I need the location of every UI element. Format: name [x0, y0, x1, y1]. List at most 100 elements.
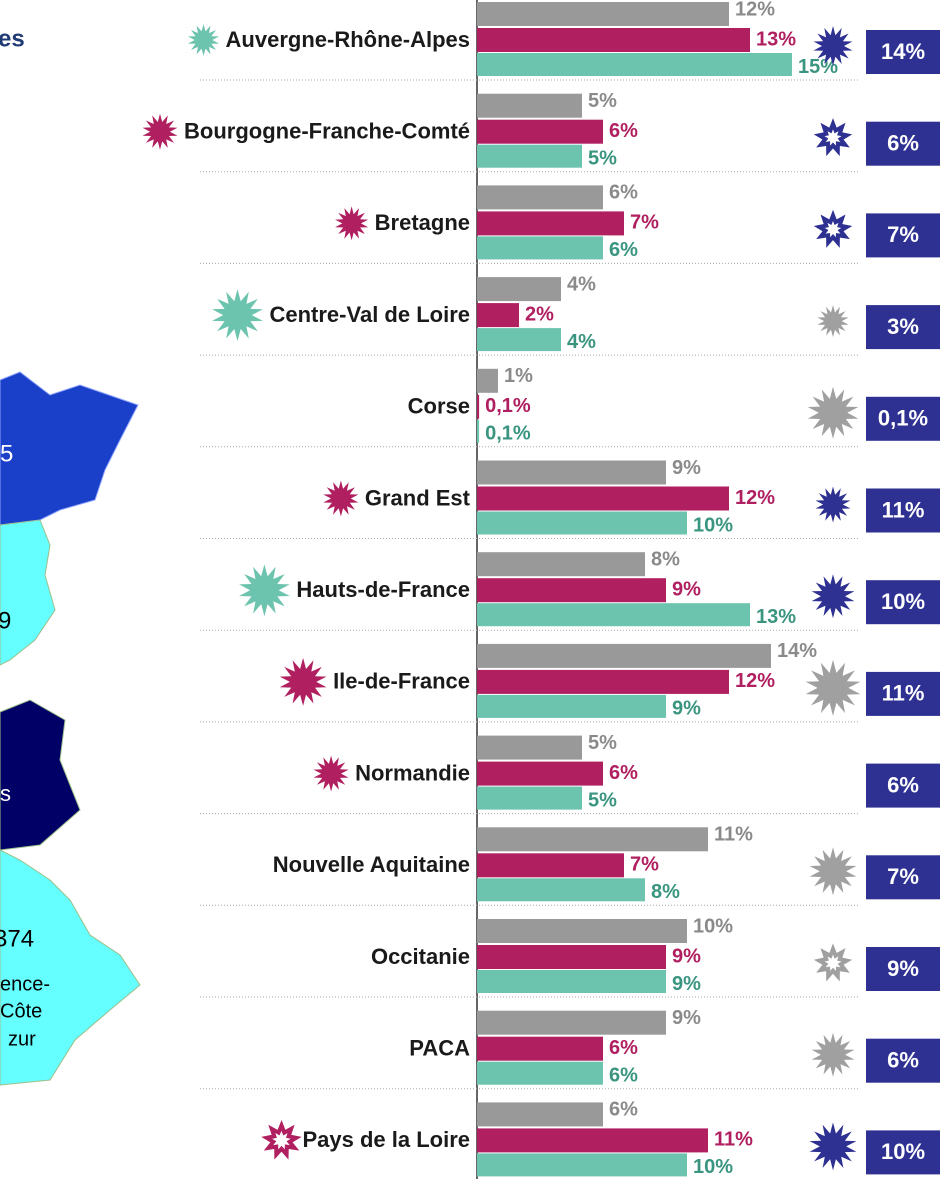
total-label: 11%: [882, 681, 925, 706]
bar: [477, 735, 582, 760]
map-region: [0, 699, 81, 851]
map-label: zur: [8, 1028, 36, 1050]
bar: [477, 827, 708, 852]
category-label: Bourgogne-Franche-Comté: [184, 119, 470, 144]
total-label: 3%: [887, 314, 919, 339]
category-label: Grand Est: [365, 485, 471, 510]
value-label: 15%: [798, 56, 838, 78]
map-label: s: [0, 781, 11, 806]
value-label: 0,1%: [485, 423, 531, 445]
star-icon: [239, 564, 290, 617]
star-icon: [813, 209, 853, 248]
bar: [477, 878, 645, 902]
category-label: Pays de la Loire: [302, 1127, 470, 1152]
bar: [477, 211, 624, 236]
value-label: 9%: [672, 457, 701, 479]
star-icon: [323, 480, 359, 517]
bar: [477, 93, 582, 118]
bar: [477, 368, 498, 393]
bar: [477, 552, 645, 577]
map-label: Côte: [0, 1000, 42, 1022]
value-label: 8%: [651, 548, 680, 570]
total-box: [866, 580, 940, 625]
star-icon: [809, 1122, 857, 1171]
value-label: 6%: [609, 762, 638, 784]
bar: [477, 303, 519, 328]
total-label: 9%: [887, 956, 919, 981]
total-label: 14%: [881, 39, 925, 64]
total-box: [866, 121, 940, 166]
total-box: [866, 396, 940, 441]
total-label: 6%: [887, 1048, 919, 1073]
value-label: 11%: [714, 824, 753, 846]
value-label: 8%: [651, 881, 680, 903]
bar: [477, 1153, 687, 1177]
total-label: 0,1%: [878, 406, 928, 431]
value-label: 13%: [756, 28, 796, 50]
map-region: [0, 849, 141, 1086]
category-label: Ile-de-France: [333, 669, 470, 694]
bar: [477, 1128, 708, 1153]
map-label: 9: [0, 607, 11, 634]
map-label: 5: [0, 440, 13, 467]
value-label: 10%: [693, 915, 733, 937]
total-label: 6%: [887, 772, 919, 797]
value-label: 12%: [735, 670, 775, 692]
bar: [477, 53, 792, 76]
bar: [477, 970, 666, 993]
star-icon: [279, 657, 327, 706]
star-icon: [335, 206, 369, 241]
total-box: [866, 1130, 940, 1175]
value-label: 10%: [693, 1156, 733, 1178]
value-label: 10%: [693, 514, 733, 536]
bar: [477, 578, 666, 603]
category-label: Nouvelle Aquitaine: [273, 852, 470, 877]
map: 5 9 s 374 ence- Côte zur: [0, 371, 141, 1086]
bar: [477, 460, 666, 485]
bar: [477, 786, 582, 810]
star-icon: [805, 659, 861, 716]
total-label: 7%: [887, 864, 919, 889]
category-label: PACA: [409, 1036, 470, 1061]
bar: [477, 236, 603, 260]
star-icon: [813, 943, 853, 982]
value-label: 12%: [735, 0, 775, 20]
star-icon: [815, 486, 851, 523]
bar: [477, 486, 729, 511]
heading: es: [0, 25, 25, 52]
bar: [477, 1061, 603, 1085]
bar: [477, 761, 603, 786]
bar: [477, 328, 561, 352]
value-label: 11%: [714, 1129, 753, 1151]
star-icon: [807, 386, 859, 439]
bar: [477, 643, 771, 668]
star-icon: [212, 289, 263, 342]
total-box: [866, 488, 940, 533]
value-label: 6%: [609, 182, 638, 204]
total-label: 6%: [887, 131, 919, 156]
value-label: 6%: [609, 239, 638, 261]
value-label: 0,1%: [485, 395, 531, 417]
bar: [477, 511, 687, 535]
bar: [477, 945, 666, 969]
value-label: 9%: [672, 698, 701, 720]
bar: [477, 694, 666, 718]
bar: [477, 185, 603, 210]
bar: [477, 419, 480, 443]
value-label: 9%: [672, 945, 701, 967]
star-icon: [813, 118, 853, 157]
star-icon: [313, 755, 349, 792]
map-label: ence-: [0, 973, 50, 995]
value-label: 9%: [672, 973, 701, 995]
bar: [477, 1010, 666, 1035]
value-label: 6%: [609, 1064, 638, 1086]
star-icon: [811, 1032, 855, 1077]
total-box: [866, 855, 940, 900]
star-icon: [261, 1119, 302, 1160]
value-label: 5%: [588, 90, 617, 112]
bar: [477, 28, 750, 52]
bar: [477, 1102, 603, 1127]
value-label: 6%: [609, 1037, 638, 1059]
total-label: 10%: [881, 589, 925, 614]
